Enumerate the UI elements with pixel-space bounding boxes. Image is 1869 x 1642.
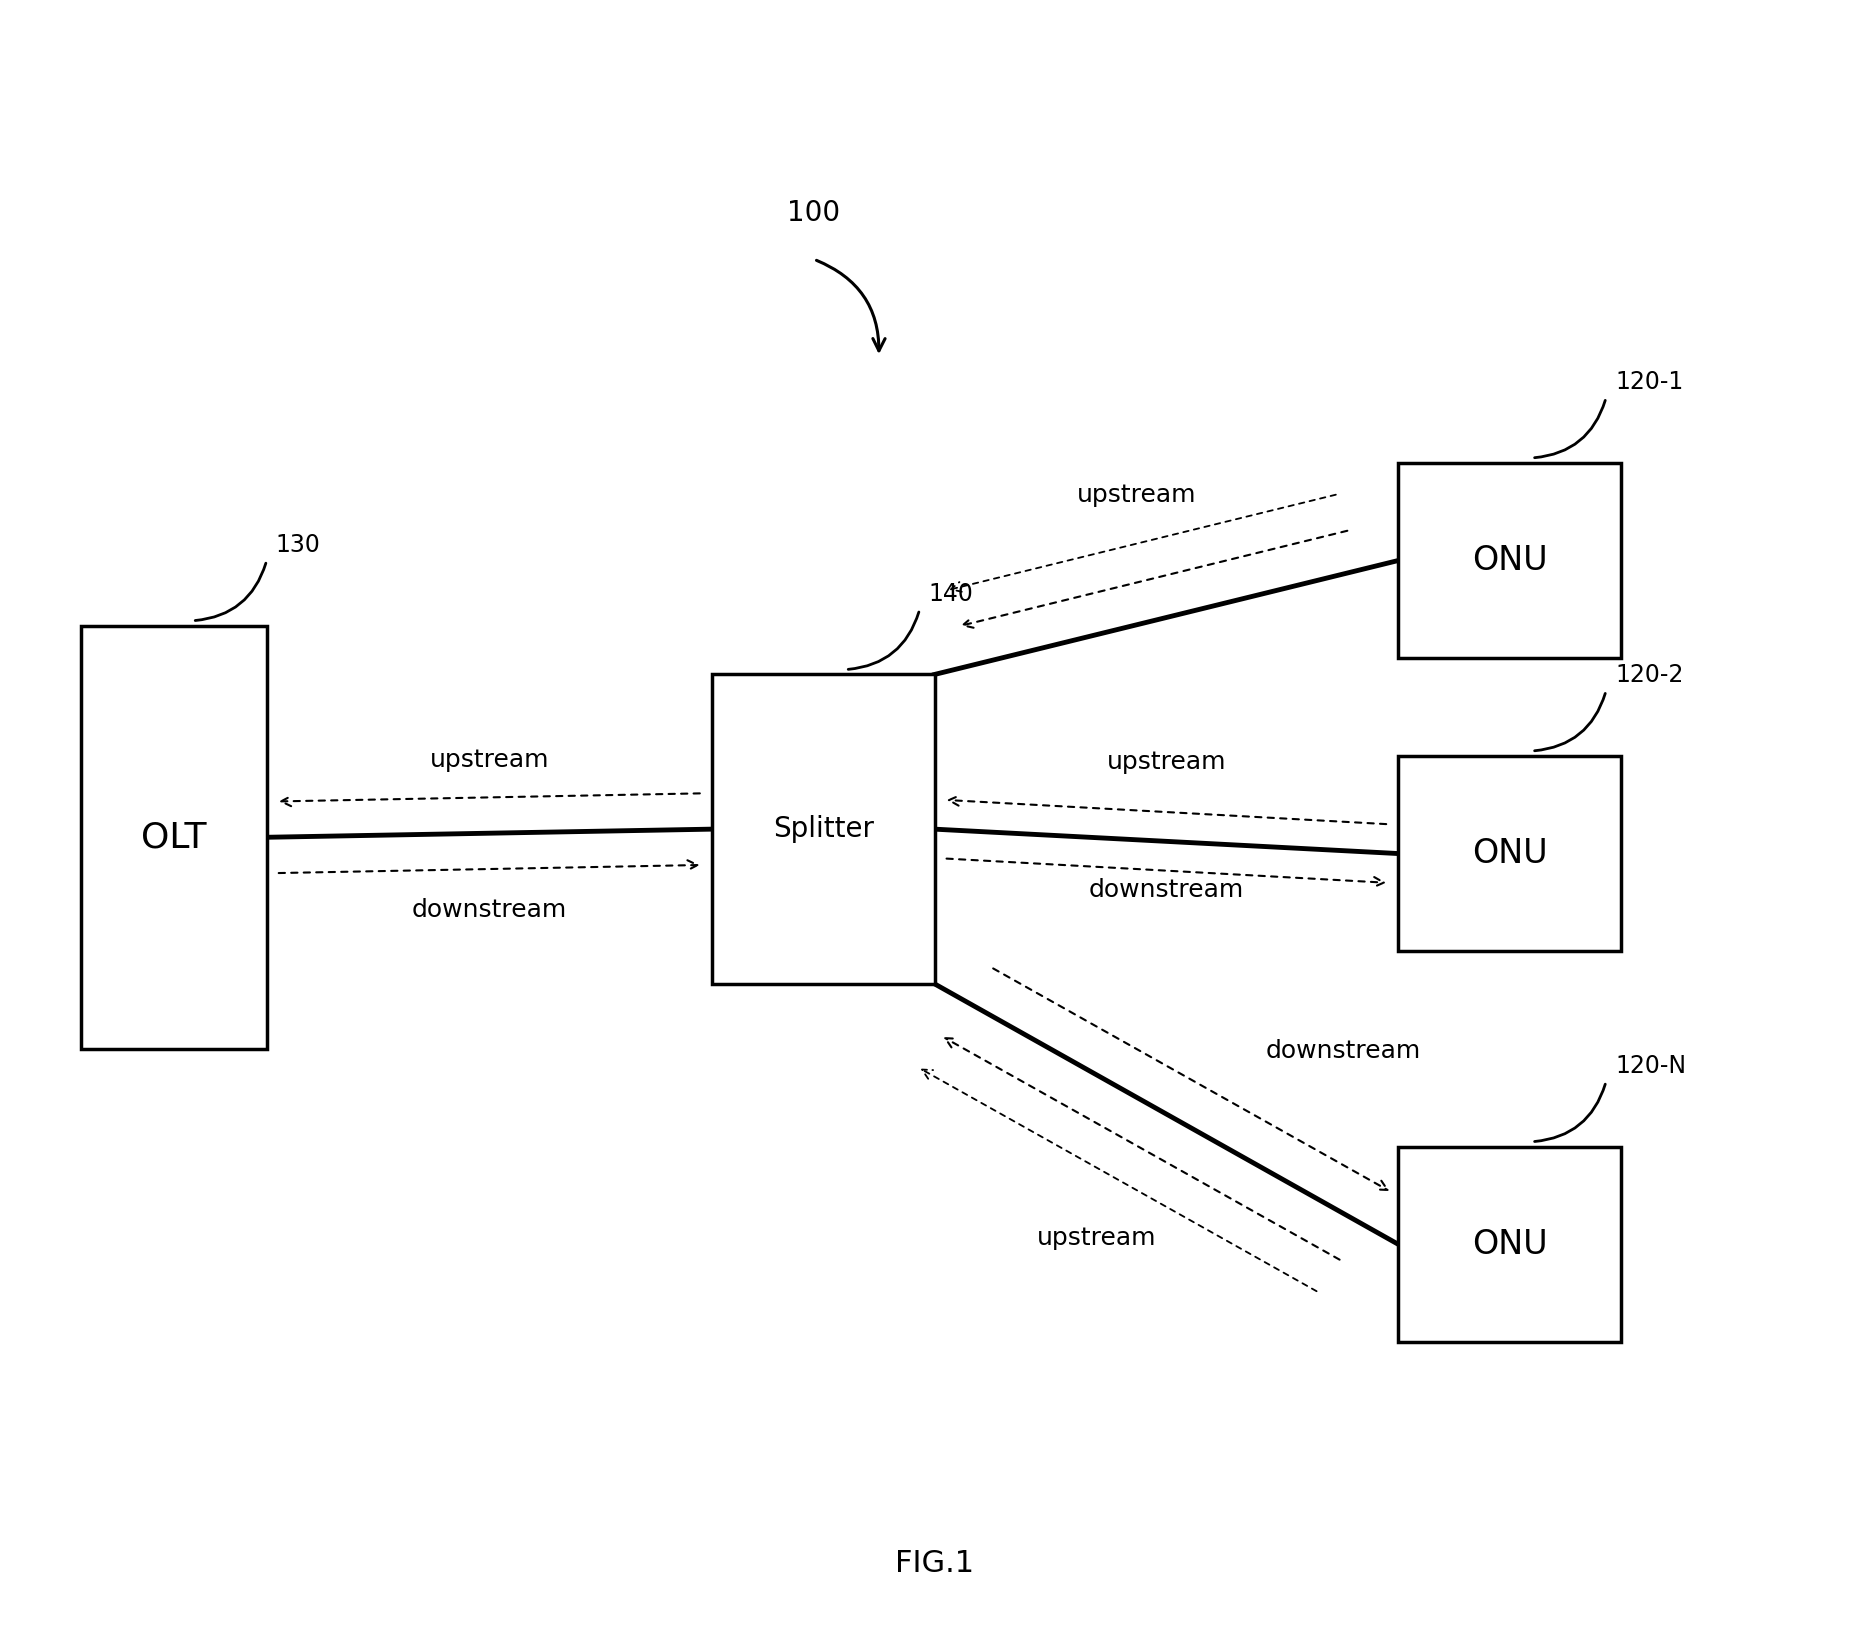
FancyBboxPatch shape [80, 626, 267, 1049]
Text: upstream: upstream [430, 749, 549, 772]
FancyBboxPatch shape [1398, 755, 1620, 951]
Text: ONU: ONU [1471, 837, 1548, 870]
Text: downstream: downstream [411, 898, 566, 921]
Text: ONU: ONU [1471, 544, 1548, 576]
Text: 130: 130 [277, 534, 321, 557]
Text: downstream: downstream [1090, 878, 1245, 901]
Text: upstream: upstream [1106, 750, 1226, 773]
Text: 120-N: 120-N [1615, 1054, 1686, 1079]
Text: upstream: upstream [1037, 1227, 1157, 1250]
Text: downstream: downstream [1265, 1039, 1420, 1064]
Text: ONU: ONU [1471, 1228, 1548, 1261]
Text: 140: 140 [929, 583, 974, 606]
FancyBboxPatch shape [1398, 463, 1620, 658]
Text: 120-2: 120-2 [1615, 663, 1684, 688]
FancyBboxPatch shape [1398, 1146, 1620, 1342]
FancyBboxPatch shape [712, 675, 934, 984]
Text: FIG.1: FIG.1 [895, 1548, 974, 1578]
Text: upstream: upstream [1077, 483, 1196, 507]
Text: Splitter: Splitter [772, 814, 873, 842]
Text: 100: 100 [787, 199, 841, 227]
Text: OLT: OLT [142, 821, 207, 854]
Text: 120-1: 120-1 [1615, 371, 1684, 394]
